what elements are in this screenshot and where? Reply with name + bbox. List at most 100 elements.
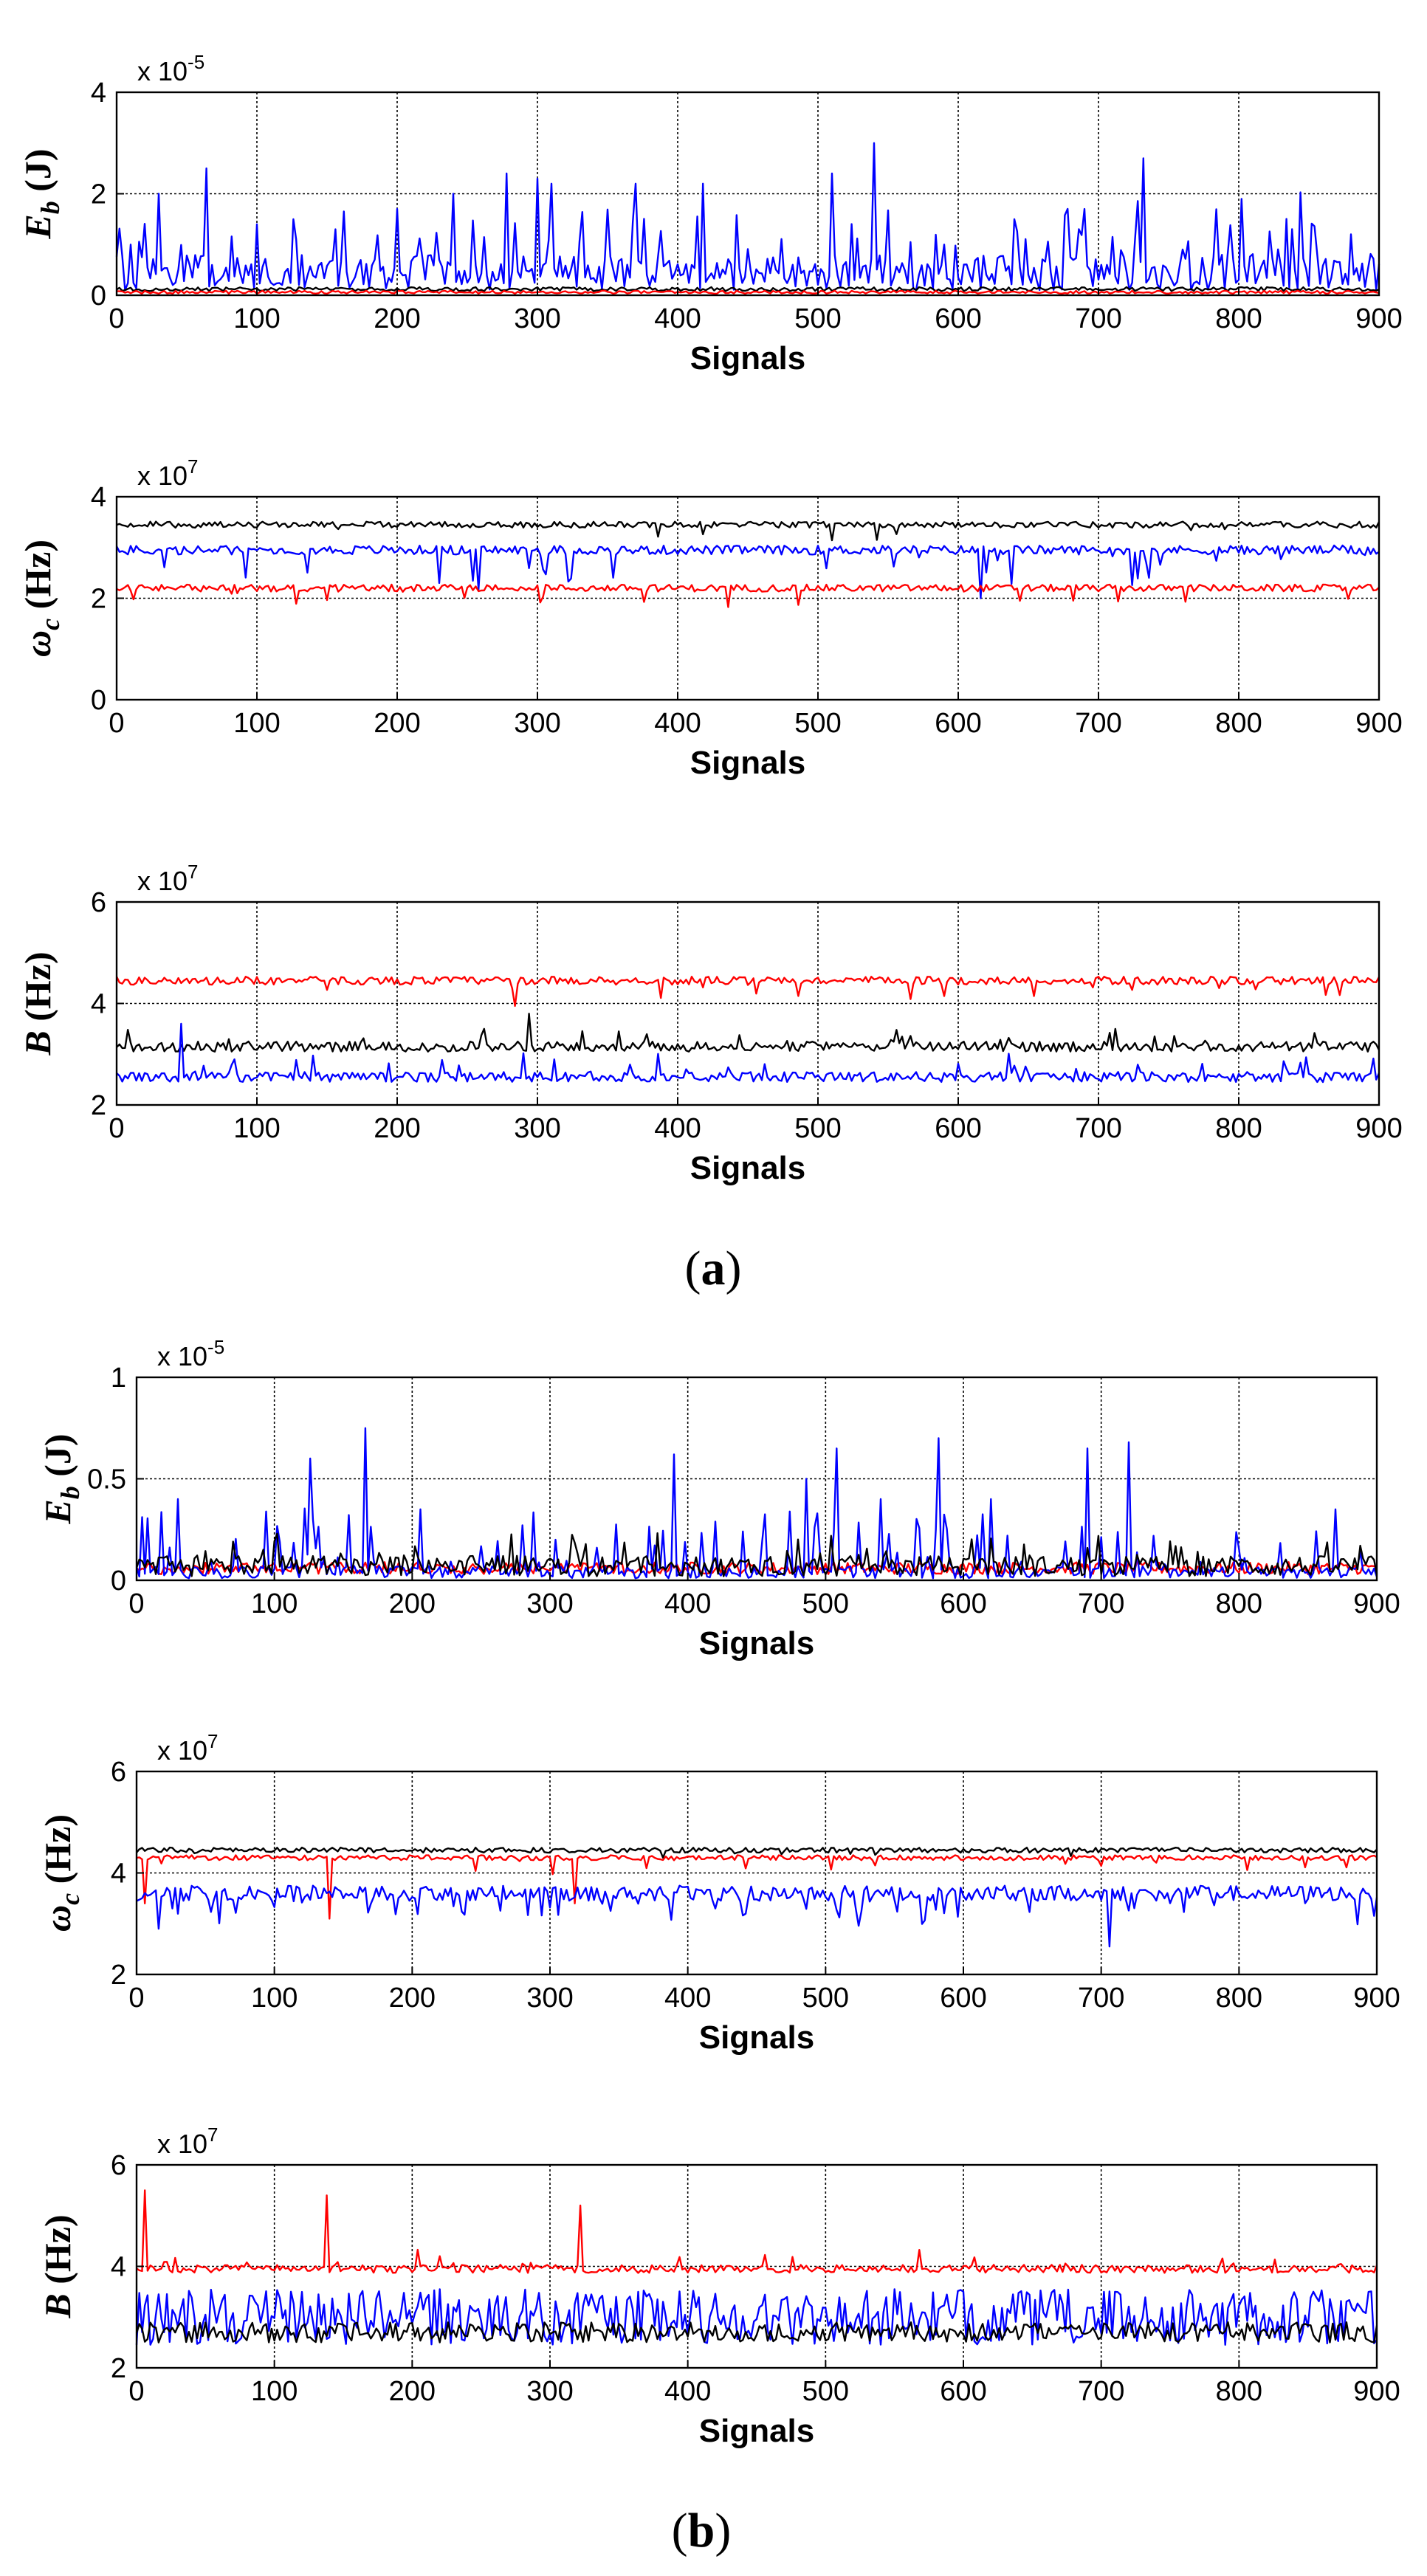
- x-tick-label: 300: [514, 303, 560, 334]
- series-line-red: [116, 583, 1380, 608]
- y-tick-label: 4: [111, 2252, 126, 2283]
- y-tick-label: 0: [91, 685, 106, 716]
- x-tick-label: 0: [109, 303, 124, 334]
- x-tick-label: 900: [1355, 708, 1402, 739]
- y-tick-label: 4: [111, 1859, 126, 1890]
- x-tick-label: 800: [1216, 1983, 1262, 2014]
- x-tick-label: 500: [794, 1113, 841, 1144]
- series-line-black: [136, 1846, 1378, 1859]
- series-line-blue: [135, 2288, 1378, 2346]
- x-tick-label: 700: [1078, 1983, 1124, 2014]
- x-tick-label: 800: [1215, 1113, 1262, 1144]
- y-axis-label: Eb (J): [17, 148, 65, 239]
- axis-multiplier: x 107: [157, 1730, 219, 1766]
- series-line-blue: [116, 1022, 1380, 1084]
- x-tick-label: 500: [794, 303, 841, 334]
- x-tick-label: 100: [251, 1588, 298, 1619]
- series-line-black: [116, 286, 1380, 292]
- chart-a3: 0 100 200 300 400 500 600 700 800 900 2 4 6 x 107 Sign…: [17, 861, 1403, 1186]
- x-tick-label: 600: [940, 1983, 986, 2014]
- grid: [137, 1771, 1377, 1974]
- chart-a1: 0 100 200 300 400 500 600 700 800 900 0 2 4 x 10-5 Sig…: [17, 51, 1403, 376]
- series-line-black: [135, 2321, 1378, 2343]
- series-line-black: [116, 520, 1380, 542]
- x-tick-label: 900: [1353, 1588, 1400, 1619]
- x-tick-label: 0: [109, 1113, 124, 1144]
- x-tick-label: 100: [251, 1983, 298, 2014]
- x-tick-label: 200: [389, 1983, 436, 2014]
- x-tick-label: 500: [802, 2376, 849, 2407]
- chart-b1: 0 100 200 300 400 500 600 700 800 900 0 0.5 1 x 10-5 S…: [37, 1336, 1400, 1661]
- x-tick-label: 500: [794, 708, 841, 739]
- axis-multiplier: x 107: [137, 455, 199, 491]
- y-tick-label: 4: [91, 989, 106, 1020]
- x-tick-label: 200: [374, 1113, 420, 1144]
- x-tick-label: 200: [374, 303, 420, 334]
- x-tick-label: 800: [1215, 708, 1262, 739]
- x-tick-label: 900: [1353, 2376, 1400, 2407]
- x-tick-label: 200: [374, 708, 420, 739]
- x-tick-label: 900: [1355, 303, 1402, 334]
- x-tick-label: 600: [940, 1588, 986, 1619]
- y-axis-label: B (Hz): [37, 2214, 78, 2318]
- x-tick-label: 300: [526, 1588, 573, 1619]
- y-tick-label: 0: [91, 280, 106, 311]
- x-tick-label: 800: [1216, 2376, 1262, 2407]
- y-axis-label: B (Hz): [17, 951, 58, 1055]
- x-tick-label: 200: [389, 2376, 436, 2407]
- y-axis-label: ωc (Hz): [37, 1814, 85, 1932]
- y-tick-label: 0: [111, 1566, 126, 1597]
- y-axis-label: ωc (Hz): [17, 540, 65, 657]
- series-line-blue: [115, 544, 1380, 599]
- y-tick-label: 4: [91, 482, 106, 513]
- series-line-red: [136, 2189, 1378, 2274]
- x-tick-label: 0: [109, 708, 124, 739]
- y-tick-label: 0.5: [87, 1464, 126, 1495]
- x-tick-label: 700: [1075, 708, 1121, 739]
- x-tick-label: 700: [1078, 2376, 1124, 2407]
- series-line-red: [136, 1561, 1378, 1575]
- series-line-blue: [115, 142, 1380, 292]
- x-tick-label: 600: [935, 303, 981, 334]
- y-tick-label: 2: [91, 584, 106, 615]
- x-tick-label: 800: [1216, 1588, 1262, 1619]
- x-tick-label: 300: [526, 1983, 573, 2014]
- x-tick-label: 300: [514, 708, 560, 739]
- chart-b2: 0 100 200 300 400 500 600 700 800 900 2 4 6 x 107 Sign…: [37, 1730, 1400, 2056]
- x-tick-label: 100: [233, 1113, 280, 1144]
- x-tick-label: 0: [128, 1588, 144, 1619]
- x-tick-label: 600: [940, 2376, 986, 2407]
- x-tick-label: 300: [514, 1113, 560, 1144]
- x-tick-label: 400: [664, 1588, 711, 1619]
- x-tick-label: 700: [1075, 1113, 1121, 1144]
- x-tick-label: 900: [1353, 1983, 1400, 2014]
- x-tick-label: 900: [1355, 1113, 1402, 1144]
- x-axis-label: Signals: [699, 2019, 815, 2056]
- x-tick-label: 0: [128, 1983, 144, 2014]
- x-axis-label: Signals: [699, 1625, 815, 1661]
- x-tick-label: 400: [664, 1983, 711, 2014]
- axis-multiplier: x 107: [157, 2124, 219, 2159]
- y-tick-label: 4: [91, 78, 106, 109]
- x-tick-label: 300: [526, 2376, 573, 2407]
- series-line-black: [135, 1532, 1378, 1577]
- series-line-red: [136, 1854, 1378, 1920]
- series-line-red: [115, 976, 1380, 1008]
- x-tick-label: 600: [935, 1113, 981, 1144]
- x-tick-label: 500: [802, 1588, 849, 1619]
- y-tick-label: 2: [91, 179, 106, 210]
- x-tick-label: 400: [654, 303, 701, 334]
- x-tick-label: 100: [251, 2376, 298, 2407]
- y-tick-label: 6: [91, 887, 106, 918]
- x-tick-label: 0: [128, 2376, 144, 2407]
- x-axis-label: Signals: [699, 2413, 815, 2449]
- axis-multiplier: x 10-5: [137, 51, 204, 86]
- series-line-black: [116, 1013, 1380, 1053]
- x-tick-label: 700: [1075, 303, 1121, 334]
- x-tick-label: 600: [935, 708, 981, 739]
- chart-b3: 0 100 200 300 400 500 600 700 800 900 2 4 6 x 107 Sign…: [37, 2124, 1400, 2449]
- series-line-blue: [135, 1427, 1378, 1580]
- x-tick-label: 100: [233, 708, 280, 739]
- series-line-blue: [136, 1884, 1378, 1948]
